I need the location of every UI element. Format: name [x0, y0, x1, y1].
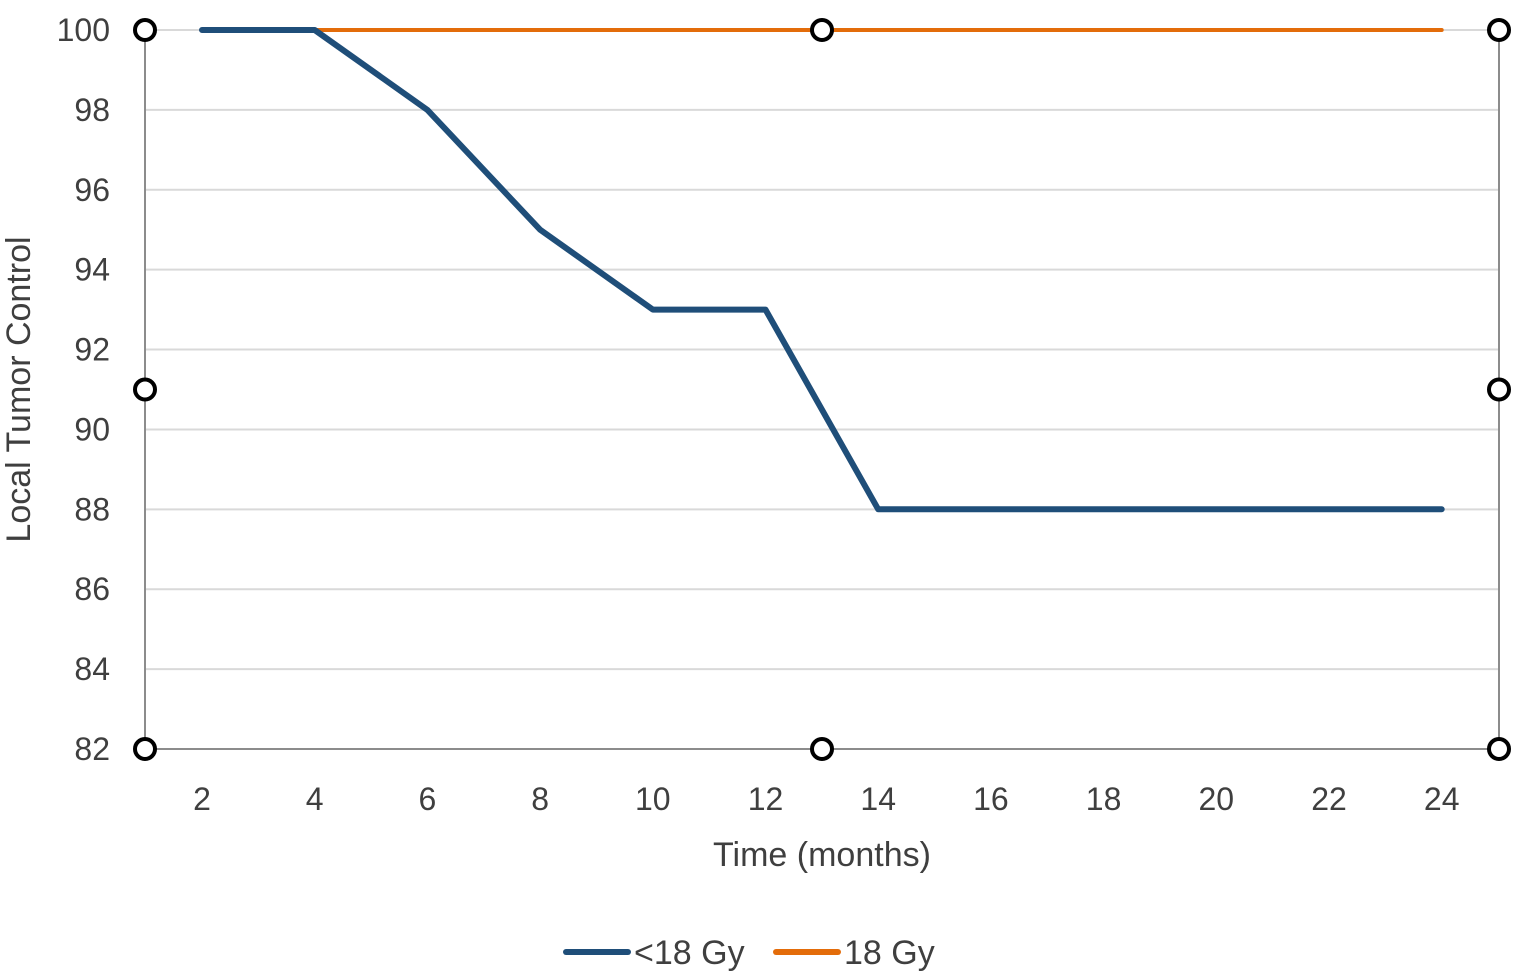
y-tick-label-90: 90 [74, 411, 110, 447]
selection-handles[interactable] [133, 18, 1511, 761]
y-tick-label-98: 98 [74, 92, 110, 128]
y-tick-label-84: 84 [74, 651, 110, 687]
y-axis-title: Local Tumor Control [0, 236, 38, 542]
x-axis-title: Time (months) [713, 836, 931, 874]
plot-frame [144, 30, 1500, 750]
resize-handle-top-right[interactable] [1487, 18, 1511, 42]
y-tick-label-92: 92 [74, 332, 110, 368]
x-tick-label-18: 18 [1086, 781, 1122, 817]
resize-handle-bottom-right[interactable] [1487, 737, 1511, 761]
x-tick-label-12: 12 [748, 781, 784, 817]
x-axis-ticks: 2 4 6 8 10 12 14 16 18 20 22 24 [193, 781, 1459, 817]
resize-handle-bottom-center[interactable] [810, 737, 834, 761]
resize-handle-middle-left[interactable] [133, 377, 157, 402]
x-tick-label-4: 4 [306, 781, 324, 817]
x-tick-label-22: 22 [1311, 781, 1347, 817]
y-tick-label-88: 88 [74, 491, 110, 527]
x-tick-label-14: 14 [860, 781, 896, 817]
legend-label-lt18gy: <18 Gy [634, 934, 745, 972]
x-tick-label-16: 16 [973, 781, 1009, 817]
y-tick-label-94: 94 [74, 252, 110, 288]
y-tick-label-100: 100 [57, 12, 110, 48]
series-line-lt18gy [199, 27, 1445, 513]
gridlines [145, 29, 1499, 671]
y-tick-label-82: 82 [74, 731, 110, 767]
resize-handle-top-center[interactable] [810, 18, 834, 42]
x-tick-label-20: 20 [1199, 781, 1235, 817]
y-tick-label-96: 96 [74, 172, 110, 208]
resize-handle-bottom-left[interactable] [133, 737, 157, 761]
x-tick-label-10: 10 [635, 781, 671, 817]
x-tick-label-2: 2 [193, 781, 211, 817]
x-tick-label-6: 6 [419, 781, 437, 817]
y-axis-ticks: 82 84 86 88 90 92 94 96 98 100 [57, 12, 110, 767]
resize-handle-middle-right[interactable] [1487, 377, 1511, 402]
legend-label-18gy: 18 Gy [844, 934, 935, 972]
y-tick-label-86: 86 [74, 571, 110, 607]
resize-handle-top-left[interactable] [133, 18, 157, 42]
legend: <18 Gy 18 Gy [563, 934, 935, 972]
x-tick-label-24: 24 [1424, 781, 1460, 817]
x-tick-label-8: 8 [531, 781, 549, 817]
